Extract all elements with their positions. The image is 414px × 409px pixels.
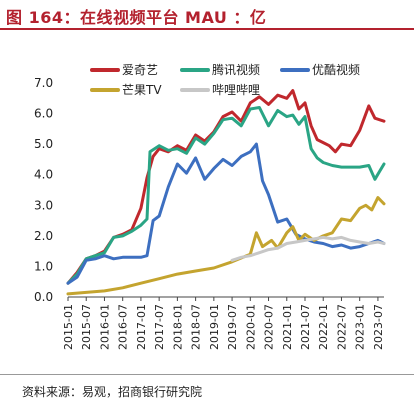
legend-label: 优酷视频 — [312, 62, 360, 77]
series-line — [66, 106, 386, 285]
x-tick-label: 2018-07 — [190, 304, 203, 350]
series-line — [230, 235, 386, 262]
x-tick-label: 2019-07 — [226, 304, 239, 350]
legend-label: 哔哩哔哩 — [212, 83, 260, 97]
figure-title: 图 164：在线视频平台 MAU ：亿 — [6, 8, 267, 27]
chart-axes: 0.0 1.0 2.0 3.0 4.0 5.0 6.0 7.0 2015-01 2015-07 20… — [34, 76, 385, 350]
y-tick-label: 5.0 — [34, 137, 53, 151]
y-tick-label: 2.0 — [34, 229, 53, 243]
x-tick-label: 2016-01 — [98, 304, 111, 350]
legend-label: 腾讯视频 — [212, 62, 260, 77]
y-tick-label: 7.0 — [34, 76, 53, 90]
x-tick-label: 2017-07 — [153, 304, 166, 350]
line-chart: 0.0 1.0 2.0 3.0 4.0 5.0 6.0 7.0 2015-01 2015-07 20… — [34, 62, 386, 350]
x-tick-label: 2018-01 — [171, 304, 184, 350]
source-rule — [0, 374, 414, 375]
x-tick-label: 2017-01 — [135, 304, 148, 350]
figure-source: 资料来源：易观，招商银行研究院 — [22, 385, 203, 399]
x-tick-label: 2019-01 — [208, 304, 221, 350]
legend-label: 爱奇艺 — [122, 63, 158, 77]
x-tick-label: 2022-07 — [335, 304, 348, 350]
x-tick-label: 2021-01 — [281, 304, 294, 350]
x-tick-label: 2015-01 — [62, 304, 75, 350]
x-tick-label: 2016-07 — [117, 304, 130, 350]
y-tick-label: 6.0 — [34, 107, 53, 121]
y-tick-label: 1.0 — [34, 259, 53, 273]
title-rule — [0, 28, 414, 30]
x-tick-label: 2020-07 — [263, 304, 276, 350]
chart-series-lines — [66, 89, 386, 296]
series-line — [66, 142, 386, 285]
legend-label: 芒果TV — [122, 82, 162, 97]
x-tick-label: 2023-01 — [354, 304, 367, 350]
x-tick-label: 2023-07 — [372, 304, 385, 350]
x-tick-label: 2022-01 — [317, 304, 330, 350]
y-tick-label: 3.0 — [34, 198, 53, 212]
x-tick-label: 2015-07 — [80, 304, 93, 350]
y-tick-label: 4.0 — [34, 168, 53, 182]
x-tick-label: 2021-07 — [299, 304, 312, 350]
y-tick-label: 0.0 — [34, 290, 53, 304]
x-tick-label: 2020-01 — [244, 304, 257, 350]
